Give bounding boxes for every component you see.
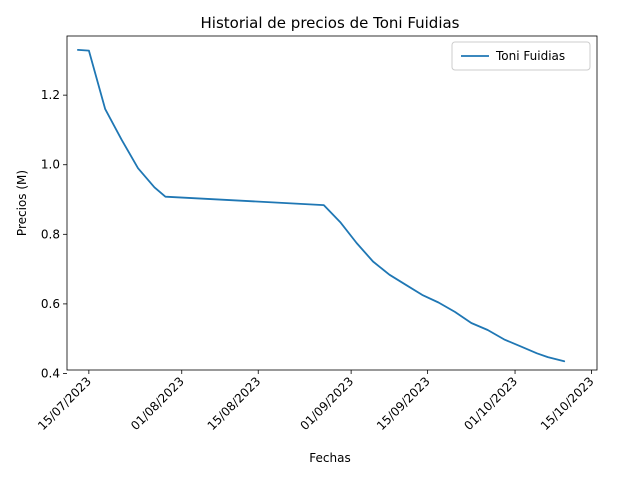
y-tick-label: 0.4 xyxy=(41,366,60,380)
x-tick-label: 01/10/2023 xyxy=(461,374,520,433)
legend-box xyxy=(451,41,591,71)
series-layer xyxy=(77,49,566,363)
series-line-0 xyxy=(77,49,566,363)
y-tick-label: 1.0 xyxy=(41,158,60,172)
x-tick-label: 01/09/2023 xyxy=(297,374,356,433)
x-axis: 15/07/2023 01/08/2023 15/08/2023 01/09/2023… xyxy=(35,370,597,433)
y-axis: 0.4 0.6 0.8 1.0 1.2 xyxy=(41,88,67,380)
x-axis-label: Fechas xyxy=(309,451,350,465)
y-axis-label: Precios (M) xyxy=(15,170,29,236)
x-tick-label: 15/07/2023 xyxy=(35,374,94,433)
y-tick-label: 0.6 xyxy=(41,297,60,311)
y-tick-label: 0.8 xyxy=(41,227,60,241)
y-tick-label: 1.2 xyxy=(41,88,60,102)
x-tick-label: 15/09/2023 xyxy=(374,374,433,433)
legend: Toni Fuidias xyxy=(451,41,591,71)
plot-area-frame xyxy=(66,35,598,371)
chart-title: Historial de precios de Toni Fuidias xyxy=(201,14,460,32)
legend-label: Toni Fuidias xyxy=(495,49,565,63)
x-tick-label: 01/08/2023 xyxy=(128,374,187,433)
x-tick-label: 15/08/2023 xyxy=(205,374,264,433)
x-tick-label: 15/10/2023 xyxy=(538,374,597,433)
